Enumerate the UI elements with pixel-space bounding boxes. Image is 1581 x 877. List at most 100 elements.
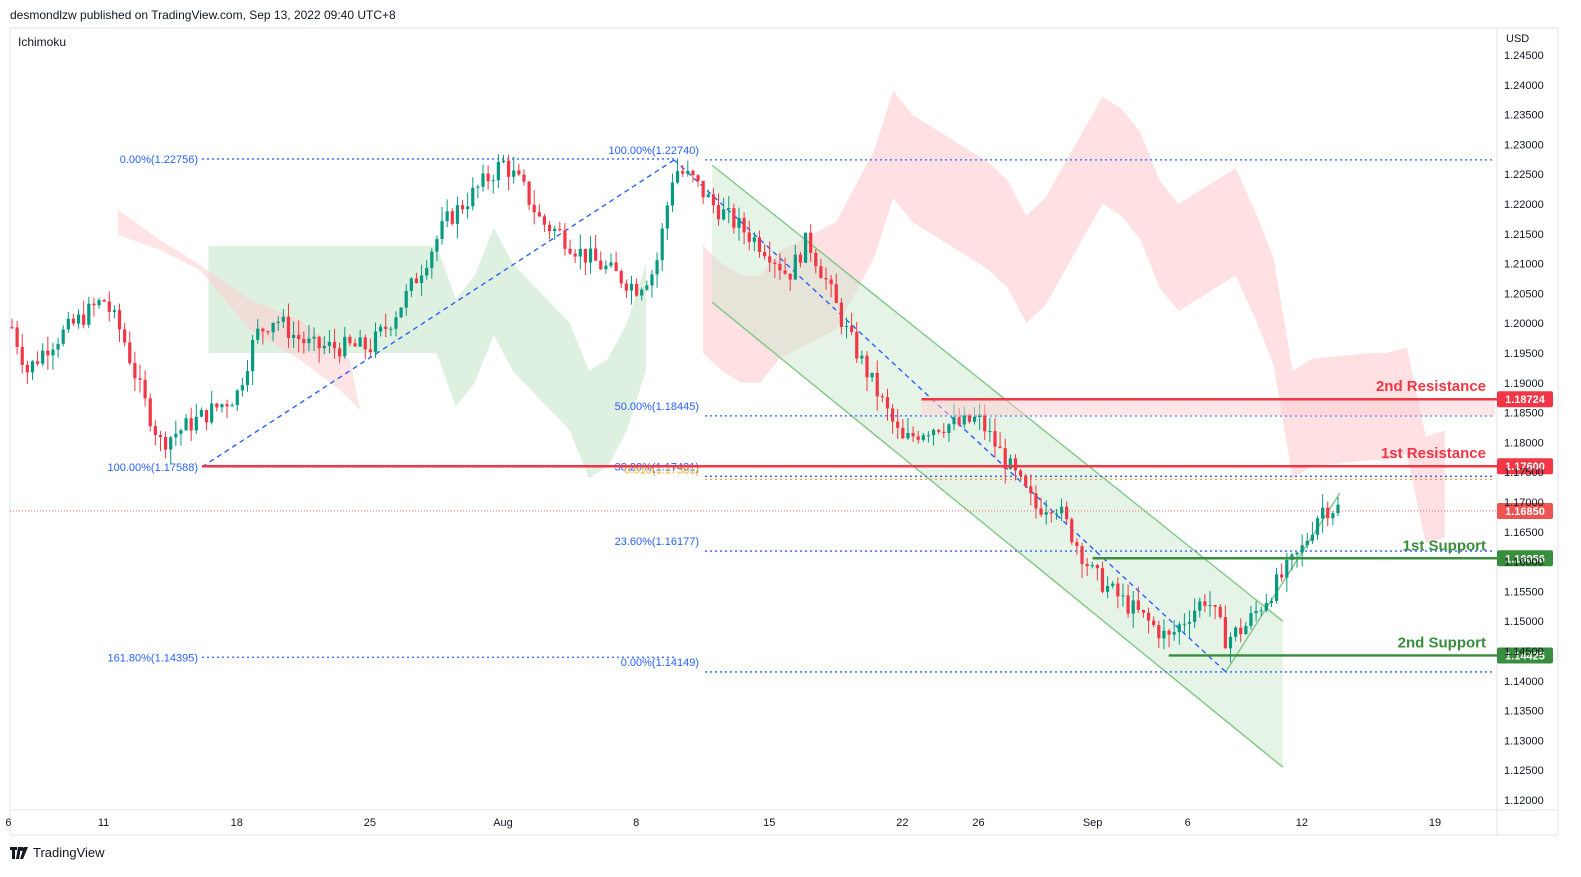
candle-bull xyxy=(343,336,347,357)
candle-bear xyxy=(916,436,920,440)
candle-bull xyxy=(56,343,60,350)
candle-bull xyxy=(844,326,849,328)
candle-bear xyxy=(1080,546,1084,564)
candle-bull xyxy=(1295,552,1299,555)
candle-bull xyxy=(379,326,383,332)
candle-bear xyxy=(507,160,511,177)
candle-bear xyxy=(1126,595,1130,614)
candle-bull xyxy=(425,267,429,276)
channel-upper-line xyxy=(711,164,1284,622)
level-price-value: 1.14425 xyxy=(1505,650,1545,662)
candle-bull xyxy=(972,416,977,422)
candle-bull xyxy=(240,385,244,391)
level-price-tag xyxy=(1497,550,1553,567)
cloud-bearish xyxy=(703,90,1445,544)
y-tick-label: 1.23500 xyxy=(1504,110,1544,122)
candle-bull xyxy=(629,283,634,291)
candle-bull xyxy=(670,182,675,206)
tradingview-brand[interactable]: TradingView xyxy=(10,845,105,860)
candle-bear xyxy=(681,171,685,174)
candle-bear xyxy=(635,283,639,296)
x-tick-label: 11 xyxy=(98,817,109,829)
candle-bear xyxy=(834,284,838,303)
candle-bear xyxy=(757,237,762,253)
candle-bear xyxy=(266,331,270,333)
candle-bull xyxy=(1300,545,1304,553)
candle-bull xyxy=(501,160,506,163)
candle-bear xyxy=(885,397,890,409)
candle-bear xyxy=(716,205,721,220)
brand-text: TradingView xyxy=(33,845,105,860)
candle-bear xyxy=(35,361,40,364)
candle-bear xyxy=(20,346,24,365)
candle-bear xyxy=(798,254,803,263)
candle-bull xyxy=(430,251,434,268)
candle-bull xyxy=(1121,595,1125,597)
axes: 1.24500 1.24000 1.23500 1.23000 1.22500 1.220… xyxy=(5,50,1543,829)
candle-bear xyxy=(711,194,715,206)
candle-bull xyxy=(1264,602,1268,611)
candle-bull xyxy=(1254,610,1258,614)
candle-bull xyxy=(41,350,45,364)
candle-bull xyxy=(491,180,495,182)
candle-bear xyxy=(809,232,813,253)
candle-bull xyxy=(952,417,956,425)
candle-bear xyxy=(1039,508,1043,515)
y-tick-label: 1.12000 xyxy=(1504,795,1544,807)
y-tick-label: 1.23000 xyxy=(1504,139,1544,151)
candle-bull xyxy=(1285,559,1289,578)
uptrend-line xyxy=(1225,492,1341,673)
candle-bull xyxy=(1177,624,1181,633)
candle-bear xyxy=(696,175,700,181)
candle-bear xyxy=(998,446,1002,449)
chart-frame xyxy=(9,27,1559,836)
resistance-zone xyxy=(921,399,1495,416)
y-tick-label: 1.18500 xyxy=(1504,408,1544,420)
candle-bull xyxy=(1187,621,1192,624)
candle-bear xyxy=(901,427,905,439)
candle-bear xyxy=(158,435,163,438)
candle-bull xyxy=(30,361,35,373)
last-price-tag xyxy=(1497,502,1553,519)
candle-bull xyxy=(1111,583,1115,586)
candle-bull xyxy=(650,274,654,286)
candle-bull xyxy=(184,418,188,431)
candle-bear xyxy=(522,174,526,182)
candle-bear xyxy=(1024,475,1028,487)
candle-bear xyxy=(353,343,357,347)
candle-bull xyxy=(1331,513,1335,519)
x-tick-label: Sep xyxy=(1083,817,1103,829)
candle-bull xyxy=(97,299,101,306)
level-price-tag xyxy=(1497,391,1553,408)
support-resistance-levels: 1.16850 2nd Resistance 1.18724 1st Resistan… xyxy=(10,378,1553,664)
candle-bull xyxy=(1054,513,1059,515)
candle-bear xyxy=(261,328,265,332)
indicator-label[interactable]: Ichimoku xyxy=(18,35,67,49)
candle-bear xyxy=(460,205,465,210)
candle-bull xyxy=(1208,605,1212,607)
candle-bull xyxy=(496,162,500,181)
candle-bull xyxy=(645,285,649,290)
candle-bear xyxy=(450,211,454,224)
x-tick-label: 22 xyxy=(896,817,908,829)
candle-bear xyxy=(46,350,50,356)
candle-bull xyxy=(793,254,797,280)
candle-bear xyxy=(573,253,577,257)
candle-bull xyxy=(455,205,460,224)
candle-bear xyxy=(583,248,588,263)
candle-bear xyxy=(788,273,792,280)
y-tick-label: 1.18000 xyxy=(1504,437,1544,449)
y-tick-label: 1.15500 xyxy=(1504,586,1544,598)
candle-bull xyxy=(235,390,239,406)
candle-bear xyxy=(153,426,157,436)
candle-bear xyxy=(563,230,567,249)
cloud-bearish-left xyxy=(118,210,360,410)
candle-bear xyxy=(762,252,767,257)
candle-bull xyxy=(1249,613,1253,626)
y-tick-label: 1.24000 xyxy=(1504,80,1544,92)
level-price-value: 1.17600 xyxy=(1505,461,1545,473)
candle-bull xyxy=(194,416,198,431)
candle-bear xyxy=(25,364,29,373)
candle-bear xyxy=(747,232,751,242)
